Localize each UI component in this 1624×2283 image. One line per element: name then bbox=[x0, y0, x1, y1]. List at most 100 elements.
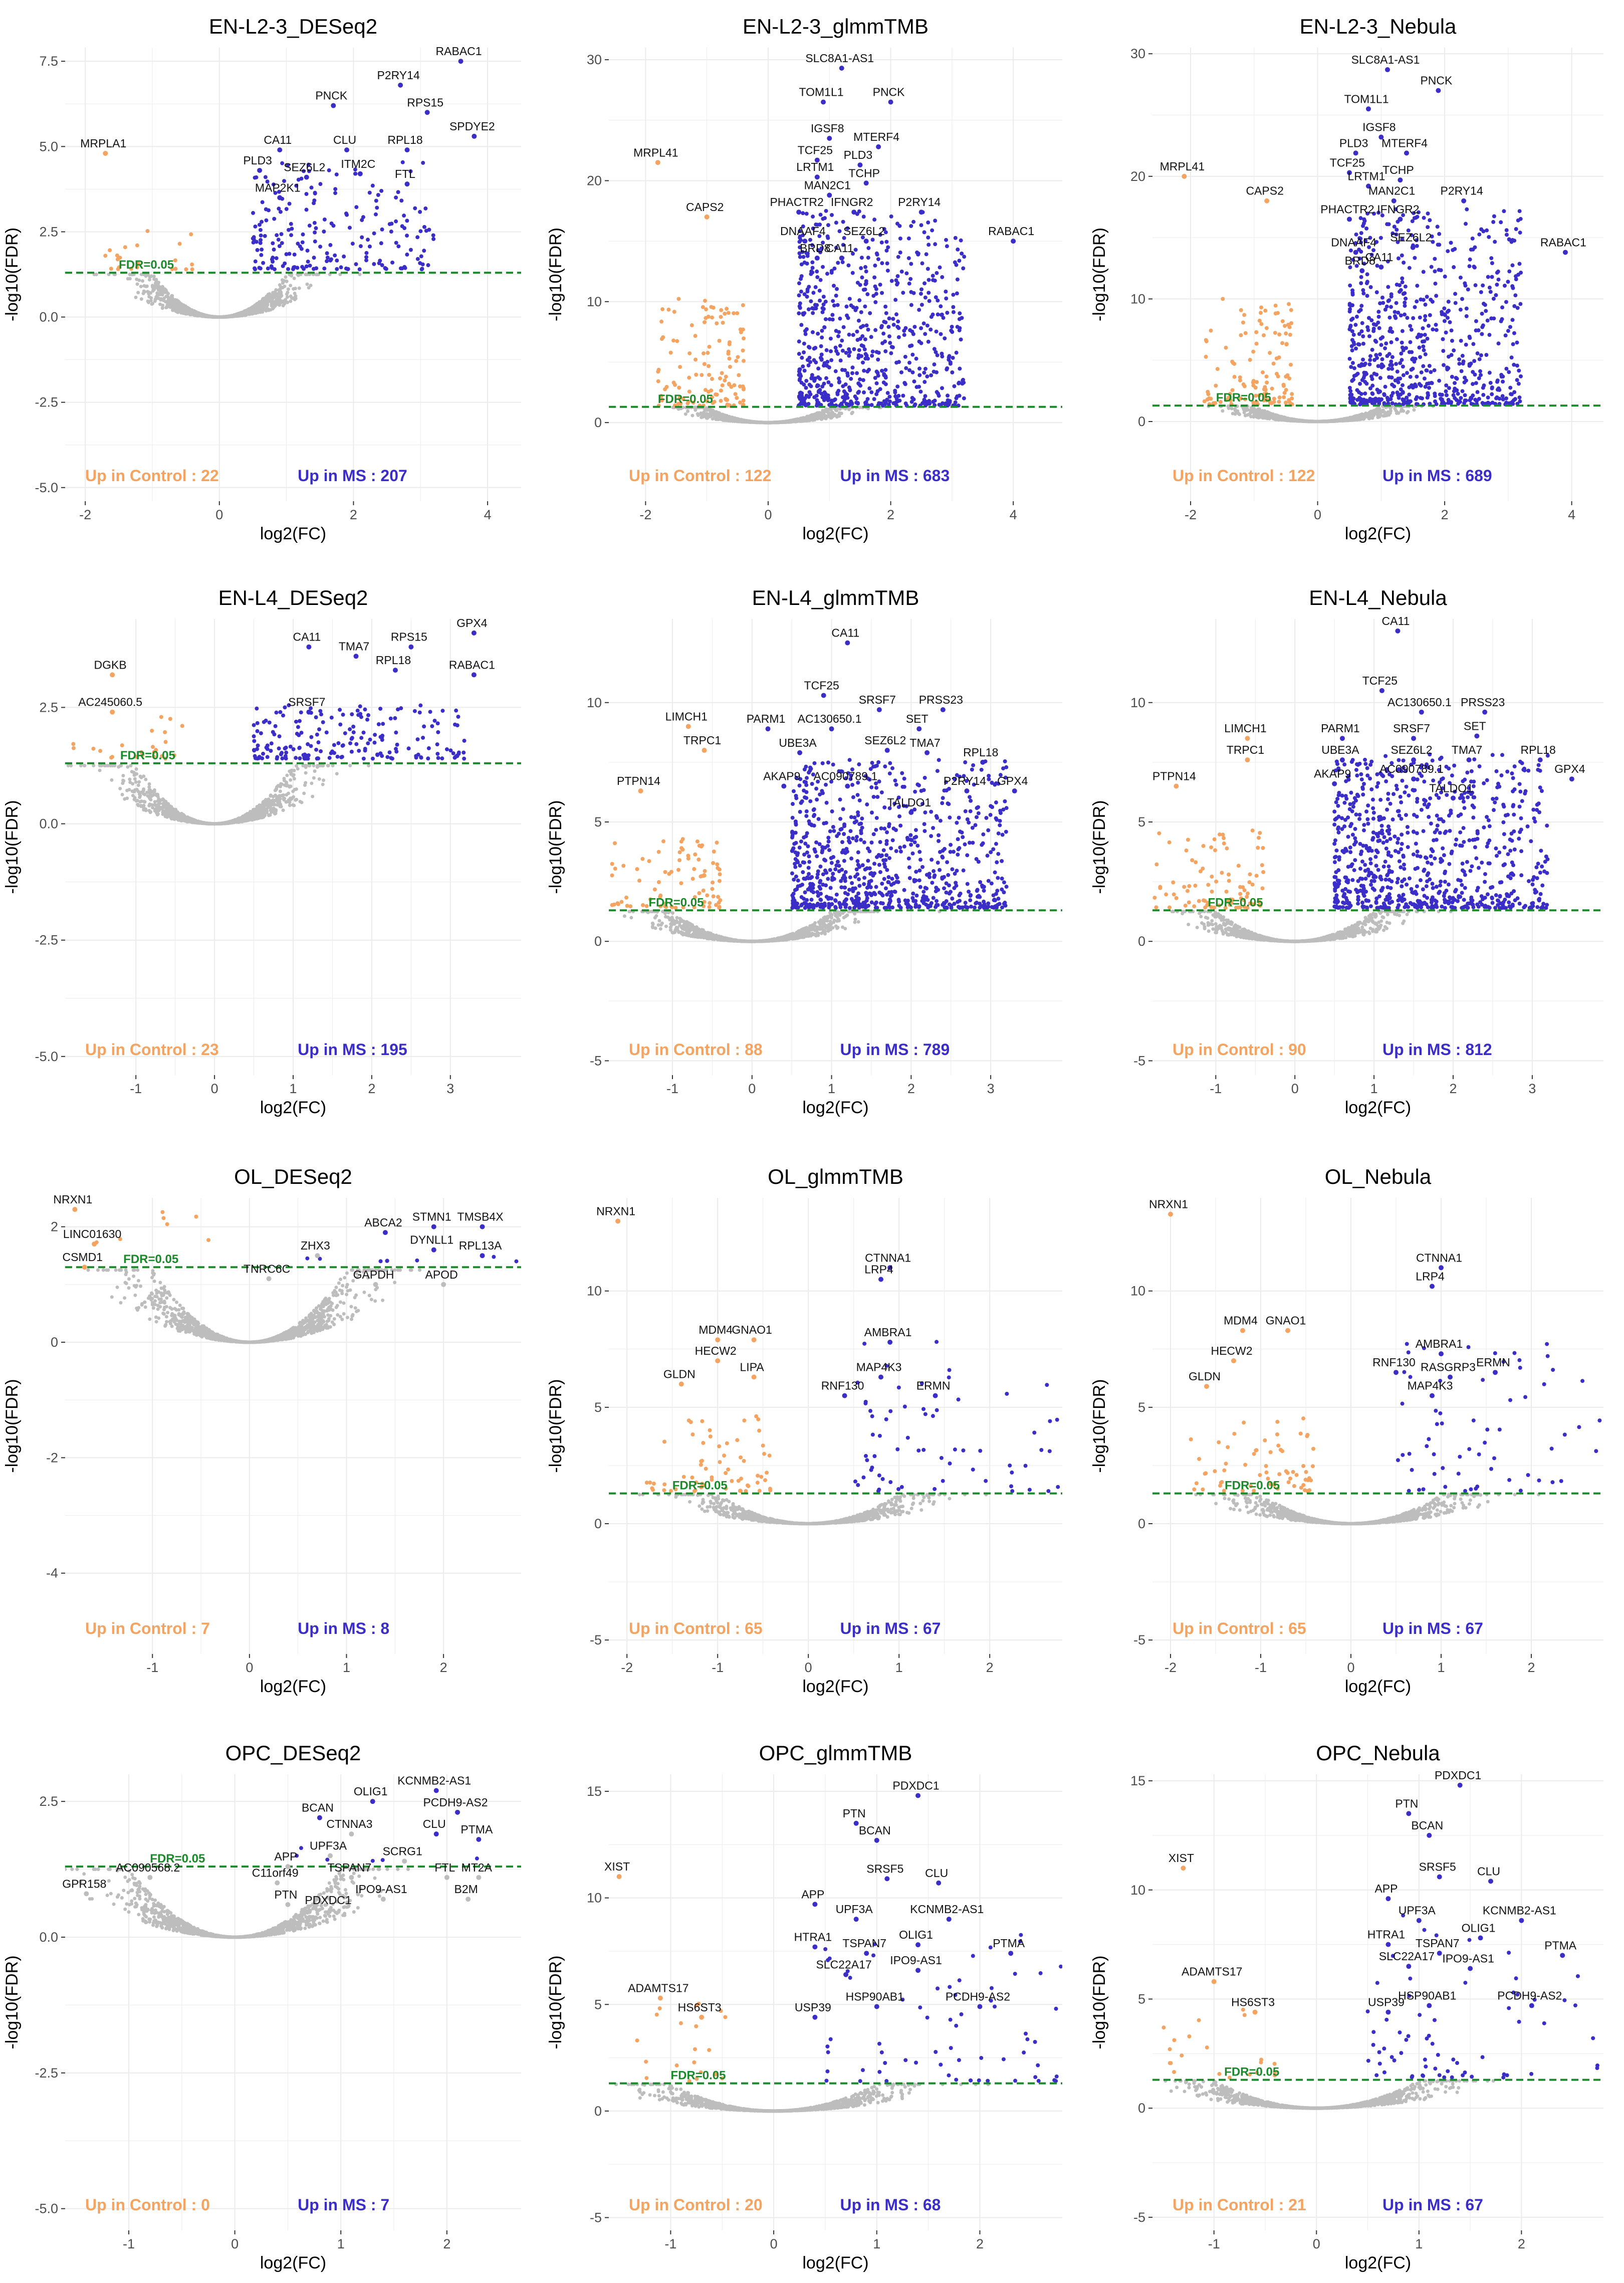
point-up-control bbox=[666, 307, 671, 312]
gene-point bbox=[655, 160, 660, 165]
point-up-ms bbox=[816, 366, 821, 371]
gene-label: CA11 bbox=[826, 242, 854, 255]
gene-label: PNCK bbox=[315, 89, 348, 102]
point-ns bbox=[250, 306, 254, 310]
point-up-ms bbox=[910, 352, 915, 357]
point-up-ms bbox=[402, 214, 406, 218]
point-up-ms bbox=[797, 369, 801, 374]
point-ns bbox=[146, 299, 150, 303]
point-ns bbox=[238, 311, 242, 315]
point-up-ms bbox=[957, 328, 962, 333]
point-up-ms bbox=[822, 398, 826, 402]
point-up-ms bbox=[887, 334, 891, 339]
point-up-control bbox=[660, 307, 665, 311]
point-up-ms bbox=[422, 225, 426, 229]
point-up-ms bbox=[258, 266, 263, 271]
point-up-ms bbox=[906, 256, 911, 261]
point-ns bbox=[286, 287, 290, 291]
point-up-ms bbox=[817, 234, 822, 238]
point-up-ms bbox=[408, 248, 413, 252]
point-up-ms bbox=[955, 277, 960, 282]
point-ns bbox=[147, 295, 151, 299]
point-ns bbox=[731, 418, 735, 422]
point-ns bbox=[681, 405, 685, 409]
point-up-control bbox=[709, 305, 714, 309]
point-up-ms bbox=[820, 328, 824, 333]
point-ns bbox=[153, 281, 157, 285]
point-up-control bbox=[691, 400, 695, 405]
point-up-control bbox=[173, 267, 178, 271]
point-ns bbox=[185, 307, 189, 311]
gene-label: PNCK bbox=[873, 86, 905, 99]
x-tick-label: -2 bbox=[639, 507, 651, 522]
point-up-ms bbox=[389, 230, 393, 234]
point-up-ms bbox=[842, 389, 846, 393]
point-up-control bbox=[725, 307, 729, 311]
point-ns bbox=[742, 420, 746, 424]
point-ns bbox=[274, 301, 278, 305]
point-up-ms bbox=[957, 393, 962, 398]
point-up-ms bbox=[855, 371, 859, 375]
scatter-points bbox=[92, 160, 436, 319]
point-up-ms bbox=[878, 233, 882, 237]
point-up-ms bbox=[921, 321, 926, 326]
point-up-ms bbox=[375, 205, 379, 210]
point-up-ms bbox=[818, 355, 823, 360]
x-tick-label: 0 bbox=[215, 507, 223, 522]
point-up-ms bbox=[312, 198, 317, 202]
point-up-ms bbox=[893, 388, 897, 393]
point-up-ms bbox=[807, 394, 811, 399]
point-up-ms bbox=[873, 376, 877, 380]
gene-point bbox=[404, 147, 410, 153]
point-up-control bbox=[741, 303, 745, 307]
point-up-ms bbox=[801, 397, 805, 401]
point-up-control bbox=[136, 261, 140, 265]
point-up-ms bbox=[840, 368, 844, 372]
point-up-ms bbox=[807, 382, 812, 387]
point-up-ms bbox=[850, 365, 855, 370]
point-up-ms bbox=[862, 368, 866, 373]
gene-label: BRD8 bbox=[800, 242, 830, 255]
point-up-ms bbox=[950, 370, 955, 375]
point-up-ms bbox=[797, 352, 801, 356]
point-up-ms bbox=[907, 344, 912, 348]
point-up-control bbox=[108, 248, 112, 253]
point-up-ms bbox=[920, 261, 924, 266]
point-up-ms bbox=[838, 343, 842, 348]
gene-label: MRPL41 bbox=[633, 146, 678, 159]
point-up-ms bbox=[431, 237, 436, 241]
point-up-ms bbox=[861, 288, 866, 292]
point-up-ms bbox=[405, 219, 409, 223]
point-up-ms bbox=[251, 240, 256, 245]
point-up-ms bbox=[274, 256, 279, 261]
point-up-control bbox=[656, 369, 660, 374]
gene-point bbox=[814, 157, 820, 163]
point-up-ms bbox=[847, 332, 851, 337]
point-ns bbox=[139, 285, 143, 289]
point-up-control bbox=[675, 339, 679, 343]
point-up-ms bbox=[859, 354, 864, 358]
point-ns bbox=[146, 290, 150, 294]
point-up-ms bbox=[923, 366, 927, 371]
point-up-ms bbox=[306, 259, 310, 264]
point-up-control bbox=[717, 338, 722, 343]
point-up-ms bbox=[873, 263, 877, 268]
point-up-ms bbox=[922, 281, 927, 286]
point-up-ms bbox=[419, 254, 423, 259]
point-up-ms bbox=[909, 303, 913, 307]
point-up-ms bbox=[335, 258, 339, 263]
point-ns bbox=[705, 411, 709, 416]
point-ns bbox=[1221, 409, 1225, 413]
point-ns bbox=[257, 310, 261, 314]
point-up-ms bbox=[818, 213, 823, 217]
y-tick-label: 10 bbox=[587, 294, 602, 309]
point-up-control bbox=[736, 355, 740, 359]
point-up-ms bbox=[270, 257, 274, 262]
point-ns bbox=[157, 281, 161, 285]
point-up-control bbox=[702, 362, 707, 366]
gene-label: DNAAF4 bbox=[780, 225, 826, 238]
point-up-control bbox=[720, 371, 724, 375]
point-up-ms bbox=[251, 211, 256, 215]
point-up-ms bbox=[260, 200, 265, 204]
point-up-ms bbox=[857, 348, 861, 352]
